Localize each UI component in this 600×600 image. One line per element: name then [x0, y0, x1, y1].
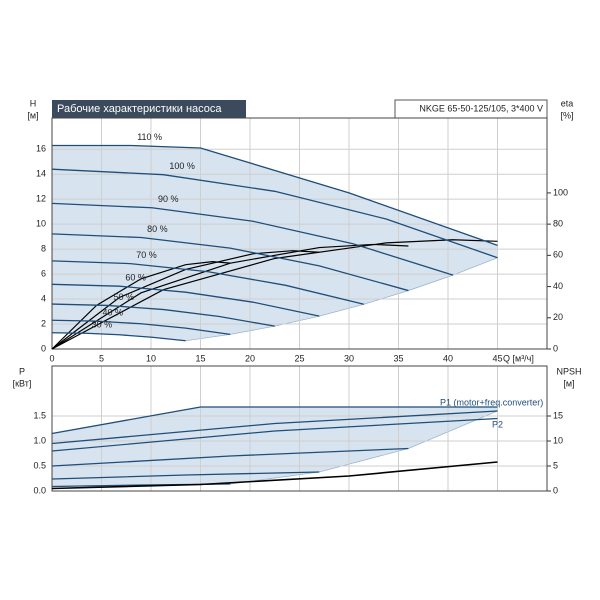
- curve: [51, 406, 498, 435]
- annotation: P1 (motor+freq.converter): [440, 397, 543, 407]
- y2-tick-label: 100: [553, 187, 568, 197]
- y-tick-label: 10: [36, 219, 46, 229]
- y2-tick-label: 10: [553, 435, 563, 445]
- y2-label: NPSH: [556, 366, 581, 376]
- eta-curve: [51, 243, 409, 350]
- y-label: H: [30, 98, 37, 108]
- curve: [51, 303, 275, 327]
- curve: [51, 283, 320, 317]
- y-tick-label: 0.5: [33, 460, 46, 470]
- y2-tick-label: 60: [553, 250, 563, 260]
- x-tick-label: 5: [99, 353, 104, 363]
- x-tick-label: 20: [245, 353, 255, 363]
- curve-label: 90 %: [158, 194, 179, 204]
- curve: [51, 332, 186, 342]
- y-tick-label: 6: [41, 268, 46, 278]
- plot-border: [51, 365, 548, 492]
- curve: [51, 233, 409, 292]
- x-tick-label: 35: [393, 353, 403, 363]
- y-tick-label: 0: [41, 343, 46, 353]
- x-label: Q [м³/ч]: [503, 353, 534, 363]
- curve-label: 40 %: [103, 308, 124, 318]
- y-tick-label: 12: [36, 194, 46, 204]
- y2-tick-label: 0: [553, 485, 558, 495]
- eta-curve: [51, 239, 498, 350]
- title-box: [52, 100, 246, 118]
- curve: [52, 144, 498, 246]
- subtitle: NKGE 65-50-125/105, 3*400 V: [419, 103, 543, 113]
- curve-label: 110 %: [137, 132, 162, 142]
- y2-unit: [%]: [560, 110, 573, 120]
- x-tick-label: 15: [195, 353, 205, 363]
- y-tick-label: 4: [41, 293, 46, 303]
- p2-curve: [51, 417, 498, 452]
- y-tick-label: 14: [36, 169, 46, 179]
- curve-label: 70 %: [136, 250, 157, 260]
- curve: [51, 168, 498, 259]
- y2-label: eta: [561, 98, 574, 108]
- curve: [51, 202, 454, 276]
- curve-label: 80 %: [147, 224, 168, 234]
- curve-label: 100 %: [169, 161, 195, 171]
- curve: [51, 260, 365, 305]
- x-tick-label: 30: [344, 353, 354, 363]
- y2-unit: [м]: [563, 378, 574, 388]
- curve-label: 50 %: [113, 292, 134, 302]
- x-tick-label: 10: [146, 353, 156, 363]
- x-tick-label: 45: [492, 353, 502, 363]
- x-tick-label: 40: [443, 353, 453, 363]
- chart-title: Рабочие характеристики насоса: [57, 103, 222, 115]
- curve: [51, 447, 409, 467]
- y2-tick-label: 20: [553, 312, 563, 322]
- y-tick-label: 0.0: [33, 485, 46, 495]
- y-tick-label: 1.5: [33, 410, 46, 420]
- y-unit: [м]: [27, 110, 38, 120]
- y-tick-label: 1.0: [33, 435, 46, 445]
- y-label: P: [19, 366, 25, 376]
- y2-tick-label: 5: [553, 460, 558, 470]
- curve-label: 30 %: [92, 320, 113, 330]
- curve: [51, 410, 498, 445]
- npsh-curve: [51, 461, 498, 490]
- x-tick-label: 0: [49, 353, 54, 363]
- y-tick-label: 2: [41, 318, 46, 328]
- y2-tick-label: 0: [553, 343, 558, 353]
- y-unit: [кВт]: [13, 378, 32, 388]
- annotation: P2: [492, 419, 503, 429]
- y2-tick-label: 40: [553, 281, 563, 291]
- eta-curve: [51, 260, 231, 350]
- curve-label: 60 %: [125, 273, 146, 283]
- curve: [51, 471, 320, 480]
- plot-border: [51, 117, 548, 350]
- x-tick-label: 25: [294, 353, 304, 363]
- y-tick-label: 16: [36, 144, 46, 154]
- y2-tick-label: 80: [553, 219, 563, 229]
- curve: [51, 319, 231, 336]
- y2-tick-label: 15: [553, 410, 563, 420]
- y-tick-label: 8: [41, 243, 46, 253]
